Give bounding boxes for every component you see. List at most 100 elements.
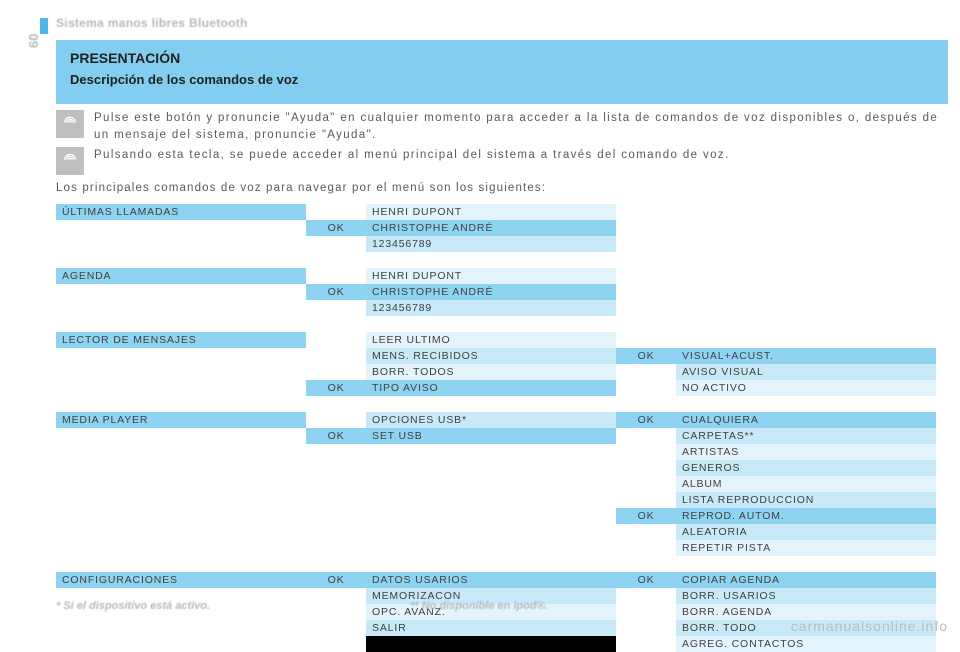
ok-cell	[616, 380, 676, 396]
table-row: CONFIGURACIONESOKDATOS USARIOSOKCOPIAR A…	[56, 572, 948, 588]
value-cell	[56, 540, 306, 556]
ok-cell	[616, 364, 676, 380]
ok-cell	[306, 300, 366, 316]
value-cell	[676, 236, 936, 252]
table-row: AGENDAHENRI DUPONT	[56, 268, 948, 284]
ok-cell	[616, 604, 676, 620]
value-cell	[366, 252, 616, 268]
value-cell: MEDIA PLAYER	[56, 412, 306, 428]
value-cell	[676, 556, 936, 572]
ok-cell	[616, 268, 676, 284]
table-row: OKCHRISTOPHE ANDRÉ	[56, 284, 948, 300]
value-cell	[56, 508, 306, 524]
value-cell	[676, 332, 936, 348]
table-row	[56, 396, 948, 412]
ok-cell: OK	[306, 428, 366, 444]
value-cell	[676, 396, 936, 412]
ok-cell	[306, 540, 366, 556]
ok-cell	[306, 620, 366, 636]
value-cell: VISUAL+ACUST.	[676, 348, 936, 364]
ok-cell	[306, 204, 366, 220]
footnote-2: ** No disponible en Ipod®.	[410, 600, 548, 612]
intro-row-2: Pulsando esta tecla, se puede acceder al…	[56, 147, 946, 175]
value-cell	[56, 220, 306, 236]
header-h1: PRESENTACIÓN	[70, 50, 934, 66]
commands-table: ÚLTIMAS LLAMADASHENRI DUPONTOKCHRISTOPHE…	[56, 204, 948, 652]
table-row	[56, 252, 948, 268]
value-cell	[56, 300, 306, 316]
table-row: OKCHRISTOPHE ANDRÉ	[56, 220, 948, 236]
value-cell: CHRISTOPHE ANDRÉ	[366, 220, 616, 236]
value-cell: HENRI DUPONT	[366, 204, 616, 220]
ok-cell	[616, 316, 676, 332]
table-row: 123456789	[56, 236, 948, 252]
table-row: OKTIPO AVISO NO ACTIVO	[56, 380, 948, 396]
value-cell: NO ACTIVO	[676, 380, 936, 396]
intro-block: Pulse este botón y pronuncie "Ayuda" en …	[56, 110, 946, 179]
table-row: LECTOR DE MENSAJESLEER ULTIMO	[56, 332, 948, 348]
value-cell: ALBUM	[676, 476, 936, 492]
ok-cell: OK	[616, 348, 676, 364]
ok-cell	[306, 316, 366, 332]
value-cell	[56, 524, 306, 540]
footnote-1: * Si el dispositivo está activo.	[56, 600, 210, 612]
ok-cell	[306, 364, 366, 380]
table-row: ÚLTIMAS LLAMADAS HENRI DUPONT	[56, 204, 948, 220]
value-cell	[366, 476, 616, 492]
ok-cell	[306, 524, 366, 540]
table-row	[56, 556, 948, 572]
value-cell	[56, 636, 306, 652]
value-cell: ARTISTAS	[676, 444, 936, 460]
value-cell: MENS. RECIBIDOS	[366, 348, 616, 364]
value-cell	[366, 396, 616, 412]
value-cell: GENEROS	[676, 460, 936, 476]
value-cell: TIPO AVISO	[366, 380, 616, 396]
table-row: ALBUM	[56, 476, 948, 492]
ok-cell	[616, 428, 676, 444]
value-cell: CUALQUIERA	[676, 412, 936, 428]
value-cell	[676, 220, 936, 236]
intro-text-1: Pulse este botón y pronuncie "Ayuda" en …	[94, 110, 946, 143]
table-row: ALEATORIA	[56, 524, 948, 540]
table-row: AGREG. CONTACTOS	[56, 636, 948, 652]
value-cell	[366, 460, 616, 476]
value-cell	[676, 300, 936, 316]
table-row: GENEROS	[56, 460, 948, 476]
value-cell	[56, 460, 306, 476]
ok-cell	[616, 620, 676, 636]
value-cell	[56, 284, 306, 300]
table-row: BORR. TODOSAVISO VISUAL	[56, 364, 948, 380]
value-cell	[56, 252, 306, 268]
ok-cell	[616, 220, 676, 236]
ok-cell	[616, 332, 676, 348]
value-cell	[56, 492, 306, 508]
table-row	[56, 316, 948, 332]
value-cell	[366, 636, 616, 652]
ok-cell	[616, 476, 676, 492]
value-cell	[676, 316, 936, 332]
ok-cell: OK	[616, 412, 676, 428]
value-cell: ÚLTIMAS LLAMADAS	[56, 204, 306, 220]
value-cell: HENRI DUPONT	[366, 268, 616, 284]
value-cell	[366, 556, 616, 572]
value-cell	[676, 268, 936, 284]
ok-cell	[616, 252, 676, 268]
ok-cell	[616, 556, 676, 572]
ok-cell	[306, 636, 366, 652]
ok-cell: OK	[306, 284, 366, 300]
ok-cell	[616, 460, 676, 476]
value-cell	[676, 284, 936, 300]
ok-cell	[616, 284, 676, 300]
value-cell	[366, 492, 616, 508]
value-cell: REPROD. AUTOM.	[676, 508, 936, 524]
ok-cell	[306, 236, 366, 252]
value-cell	[366, 316, 616, 332]
watermark: carmanualsonline.info	[791, 618, 948, 634]
value-cell: LEER ULTIMO	[366, 332, 616, 348]
ok-cell: OK	[306, 572, 366, 588]
ok-cell	[616, 300, 676, 316]
header-h2: Descripción de los comandos de voz	[70, 72, 934, 87]
voice-icon	[56, 110, 84, 138]
value-cell: 123456789	[366, 236, 616, 252]
ok-cell: OK	[306, 380, 366, 396]
